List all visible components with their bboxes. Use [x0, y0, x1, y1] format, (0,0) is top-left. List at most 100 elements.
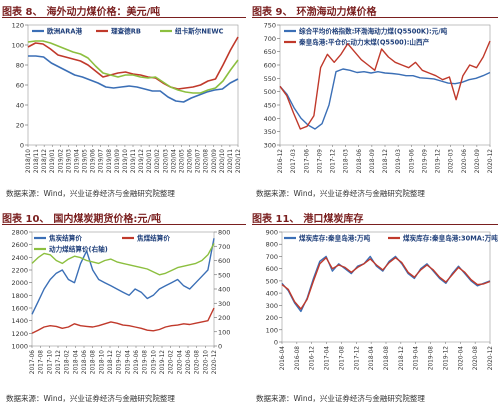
x-tick-label: 2019-04 — [125, 350, 131, 375]
x-tick-label: 2020/03 — [163, 149, 169, 173]
x-tick-label: 2018-04 — [369, 346, 375, 371]
legend-label: 动力煤结算价(右轴) — [49, 245, 108, 254]
y2-tick-label: 300 — [218, 300, 230, 308]
x-tick-label: 2018-02 — [65, 350, 71, 375]
x-tick-label: 2018-12 — [383, 149, 389, 174]
y-tick-label: 900 — [266, 229, 278, 237]
x-tick-label: 2018-04 — [73, 350, 79, 375]
series-line — [279, 68, 491, 130]
chart-title: 图表 11、 港口煤炭库存 — [252, 210, 367, 225]
y2-tick-label: 500 — [218, 271, 230, 279]
x-tick-label: 2020-10 — [203, 350, 209, 375]
y-tick-label: 40 — [16, 102, 24, 110]
y-tick-label: 2400 — [11, 254, 28, 262]
chart-panel-fig8: 图表 8、 海外动力煤价格：美元/吨 0 20 40 60 80 100 120 2018/10… — [2, 0, 246, 200]
y-tick-label: 500 — [264, 88, 276, 96]
x-tick-label: 2019-12 — [436, 149, 442, 174]
y-tick-label: 2800 — [11, 229, 28, 237]
figure-title-text: 海外动力煤价格：美元/吨 — [46, 7, 161, 18]
x-tick-label: 2017-08 — [339, 346, 345, 371]
title-rule — [252, 17, 498, 18]
figure-title-text: 国内煤炭期货价格:元/吨 — [53, 214, 162, 225]
y-tick-label: 1200 — [11, 330, 28, 338]
y-tick-label: 20 — [16, 122, 24, 130]
x-tick-label: 2020/10 — [220, 149, 226, 173]
x-tick-label: 2019-03 — [396, 149, 402, 174]
legend-label: 秦皇岛港:平仓价:动力末煤(Q5500):山西产 — [298, 38, 430, 47]
x-tick-label: 2018/10 — [26, 149, 32, 173]
chart-svg: 1000120014001600180020002200240026002800… — [11, 229, 230, 375]
x-tick-label: 2020-09 — [475, 149, 481, 174]
y-tick-label: 60 — [16, 82, 24, 90]
x-tick-label: 2018-06 — [82, 350, 88, 375]
y-tick-label: 2000 — [11, 279, 28, 287]
chart-panel-fig11: 图表 11、 港口煤炭库存 0 100 200 300 400 500 600 700 800 90… — [252, 207, 498, 405]
y-tick-label: 0 — [20, 142, 24, 150]
source-text: Wind，兴业证券经济与金融研究院整理 — [43, 394, 175, 403]
x-tick-label: 2020-12 — [488, 346, 494, 371]
x-tick-label: 2020-03 — [449, 149, 455, 174]
y-tick-label: 600 — [264, 62, 276, 70]
x-tick-label: 2020-12 — [488, 149, 494, 174]
x-tick-label: 2019-08 — [143, 350, 149, 375]
series-line — [27, 36, 239, 90]
x-tick-label: 2019-02 — [117, 350, 123, 375]
chart-panel-fig9: 图表 9、 环渤海动力煤价格 300 350 400 450 500 550 600 650 70… — [252, 0, 498, 200]
x-tick-label: 2017-06 — [30, 350, 36, 375]
x-tick-label: 2019/12 — [139, 149, 145, 173]
x-tick-label: 2019-12 — [160, 350, 166, 375]
y2-tick-label: 600 — [218, 257, 230, 265]
chart-svg: 300 350 400 450 500 550 600 650 700 750 2016-12 201… — [264, 22, 494, 174]
y-tick-label: 300 — [266, 302, 278, 310]
series-line — [281, 257, 491, 310]
x-tick-label: 2018-08 — [91, 350, 97, 375]
x-tick-label: 2017-09 — [317, 149, 323, 174]
source-label: 数据来源： — [6, 189, 44, 198]
x-tick-label: 2020-02 — [169, 350, 175, 375]
source-text: Wind，兴业证券经济与金融研究院整理 — [293, 189, 425, 198]
x-tick-label: 2017-08 — [39, 350, 45, 375]
y-tick-label: 750 — [264, 22, 276, 30]
x-tick-label: 2018-09 — [370, 149, 376, 174]
legend-label: 纽卡斯尔NEWC — [175, 27, 224, 36]
y2-tick-label: 0 — [218, 343, 222, 351]
y-tick-label: 2600 — [11, 241, 28, 249]
y-tick-label: 400 — [264, 115, 276, 123]
x-tick-label: 2017-10 — [47, 350, 53, 375]
x-tick-label: 2018/12 — [42, 149, 48, 173]
x-tick-label: 2017-12 — [354, 346, 360, 371]
x-tick-label: 2017-06 — [304, 149, 310, 174]
legend-label: 焦煤结算价 — [136, 234, 170, 243]
chart-title: 图表 10、 国内煤炭期货价格:元/吨 — [2, 210, 165, 225]
plot-frame — [281, 231, 491, 343]
x-tick-label: 2020/08 — [204, 149, 210, 173]
x-tick-label: 2020-08 — [473, 346, 479, 371]
legend-label: 综合平均价格指数:环渤海动力煤(Q5500K):元/吨 — [299, 27, 448, 36]
x-tick-label: 2019/01 — [50, 149, 56, 173]
source-note: 数据来源：Wind，兴业证券经济与金融研究院整理 — [256, 188, 425, 199]
figure-number: 图表 10、 — [2, 214, 50, 225]
chart-svg: 0 100 200 300 400 500 600 700 800 900 2016-04 2016-… — [266, 229, 498, 371]
source-note: 数据来源：Wind，兴业证券经济与金融研究院整理 — [6, 188, 175, 199]
series-line — [31, 307, 215, 334]
x-tick-label: 2019/02 — [58, 149, 64, 173]
y-tick-label: 350 — [264, 128, 276, 136]
y2-tick-label: 400 — [218, 286, 230, 294]
y2-tick-label: 200 — [218, 314, 230, 322]
x-tick-label: 2019/08 — [107, 149, 113, 173]
x-tick-label: 2017-12 — [331, 149, 337, 174]
y-tick-label: 550 — [264, 75, 276, 83]
x-tick-label: 2019-04 — [414, 346, 420, 371]
x-tick-label: 2020/07 — [196, 149, 202, 173]
figure-number: 图表 11、 — [252, 214, 300, 225]
x-tick-label: 2018-08 — [384, 346, 390, 371]
y2-tick-label: 800 — [218, 229, 230, 237]
legend-label: 煤炭库存:秦皇岛港:万吨 — [299, 234, 371, 243]
x-tick-label: 2020/09 — [212, 149, 218, 173]
source-text: Wind，兴业证券经济与金融研究院整理 — [43, 189, 175, 198]
series-line — [31, 238, 215, 315]
x-tick-label: 2020-08 — [195, 350, 201, 375]
x-tick-label: 2019-06 — [409, 149, 415, 174]
plot-frame — [27, 24, 239, 146]
